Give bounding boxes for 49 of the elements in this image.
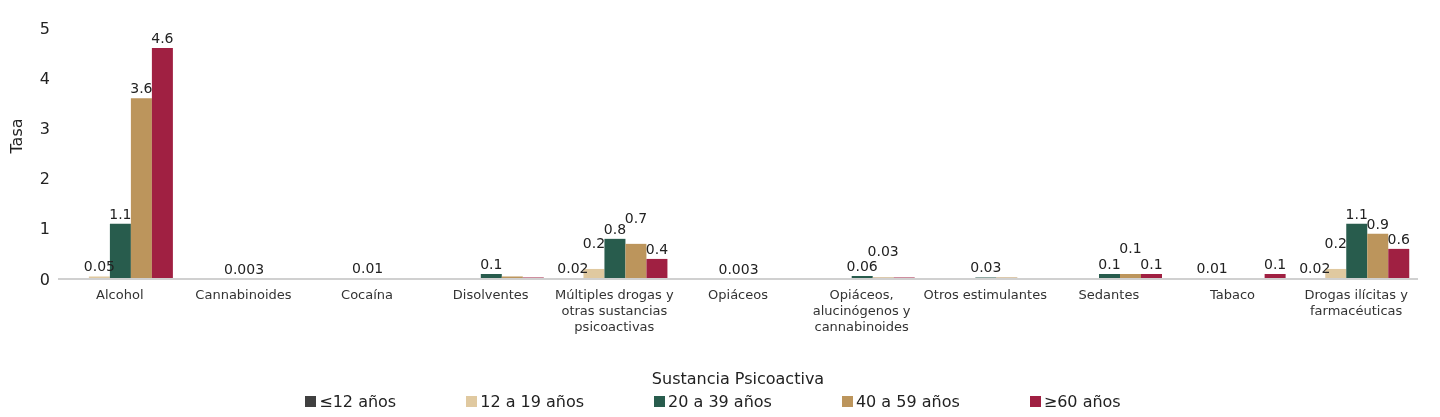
data-label: 0.1 [480,255,503,272]
x-tick-label: Sedantes [1078,287,1140,302]
y-tick-label: 0 [39,269,50,289]
y-tick-label: 3 [39,119,50,139]
data-label: 0.6 [1387,230,1410,247]
x-tick-label: Disolventes [452,287,529,302]
x-tick-label: Cannabinoides [195,287,292,302]
data-label: 1.1 [1345,205,1368,222]
x-tick-label: Otros estimulantes [923,287,1048,302]
data-label: 0.1 [1098,255,1121,272]
x-tick-label: Drogas ilícitas y farmacéuticas [1304,287,1409,318]
legend-label: 20 a 39 años [667,392,772,411]
data-label: 0.003 [718,260,759,277]
data-label: 3.6 [130,80,153,97]
y-tick-label: 2 [39,169,50,189]
data-label: 0.9 [1366,215,1389,232]
y-axis-title: Tasa [6,118,26,155]
y-tick-label: 4 [39,68,50,88]
data-label: 0.2 [1324,234,1347,251]
data-label: 0.06 [846,257,878,274]
x-tick-label: Múltiples drogas y otras sustancias psicoactivas [555,287,674,334]
data-label: 0.003 [223,260,265,277]
legend-label: ≥60 años [1042,392,1121,411]
data-label: 0.8 [603,220,627,237]
x-tick-label: Tabaco [1209,287,1256,302]
data-label: 0.1 [1263,255,1287,272]
legend-label: 12 a 19 años [479,392,585,411]
data-label: 0.01 [352,260,384,277]
data-label: 1.1 [109,205,132,222]
data-label: 0.03 [867,243,899,260]
legend-label: 40 a 59 años [854,392,960,411]
data-label: 0.02 [557,260,589,276]
data-label: 0.4 [645,240,669,257]
data-label: 0.03 [970,259,1002,276]
data-label: 0.2 [582,234,606,251]
x-tick-label: Opiáceos [708,287,769,302]
x-tick-label: Opiáceos, alucinógenos y cannabinoides [812,287,911,334]
data-label: 0.1 [1140,255,1163,272]
x-tick-label: Alcohol [96,287,144,302]
y-tick-label: 5 [39,18,50,38]
data-label: 0.01 [1196,260,1228,277]
data-label: 0.02 [1299,260,1331,276]
data-label: 4.6 [151,30,174,47]
y-tick-label: 1 [39,219,50,239]
x-axis-title: Sustancia Psicoactiva [651,369,825,388]
legend-label: ≤12 años [318,392,397,411]
data-label: 0.7 [624,209,648,226]
data-label: 0.1 [1119,239,1142,256]
x-tick-label: Cocaína [341,287,394,302]
